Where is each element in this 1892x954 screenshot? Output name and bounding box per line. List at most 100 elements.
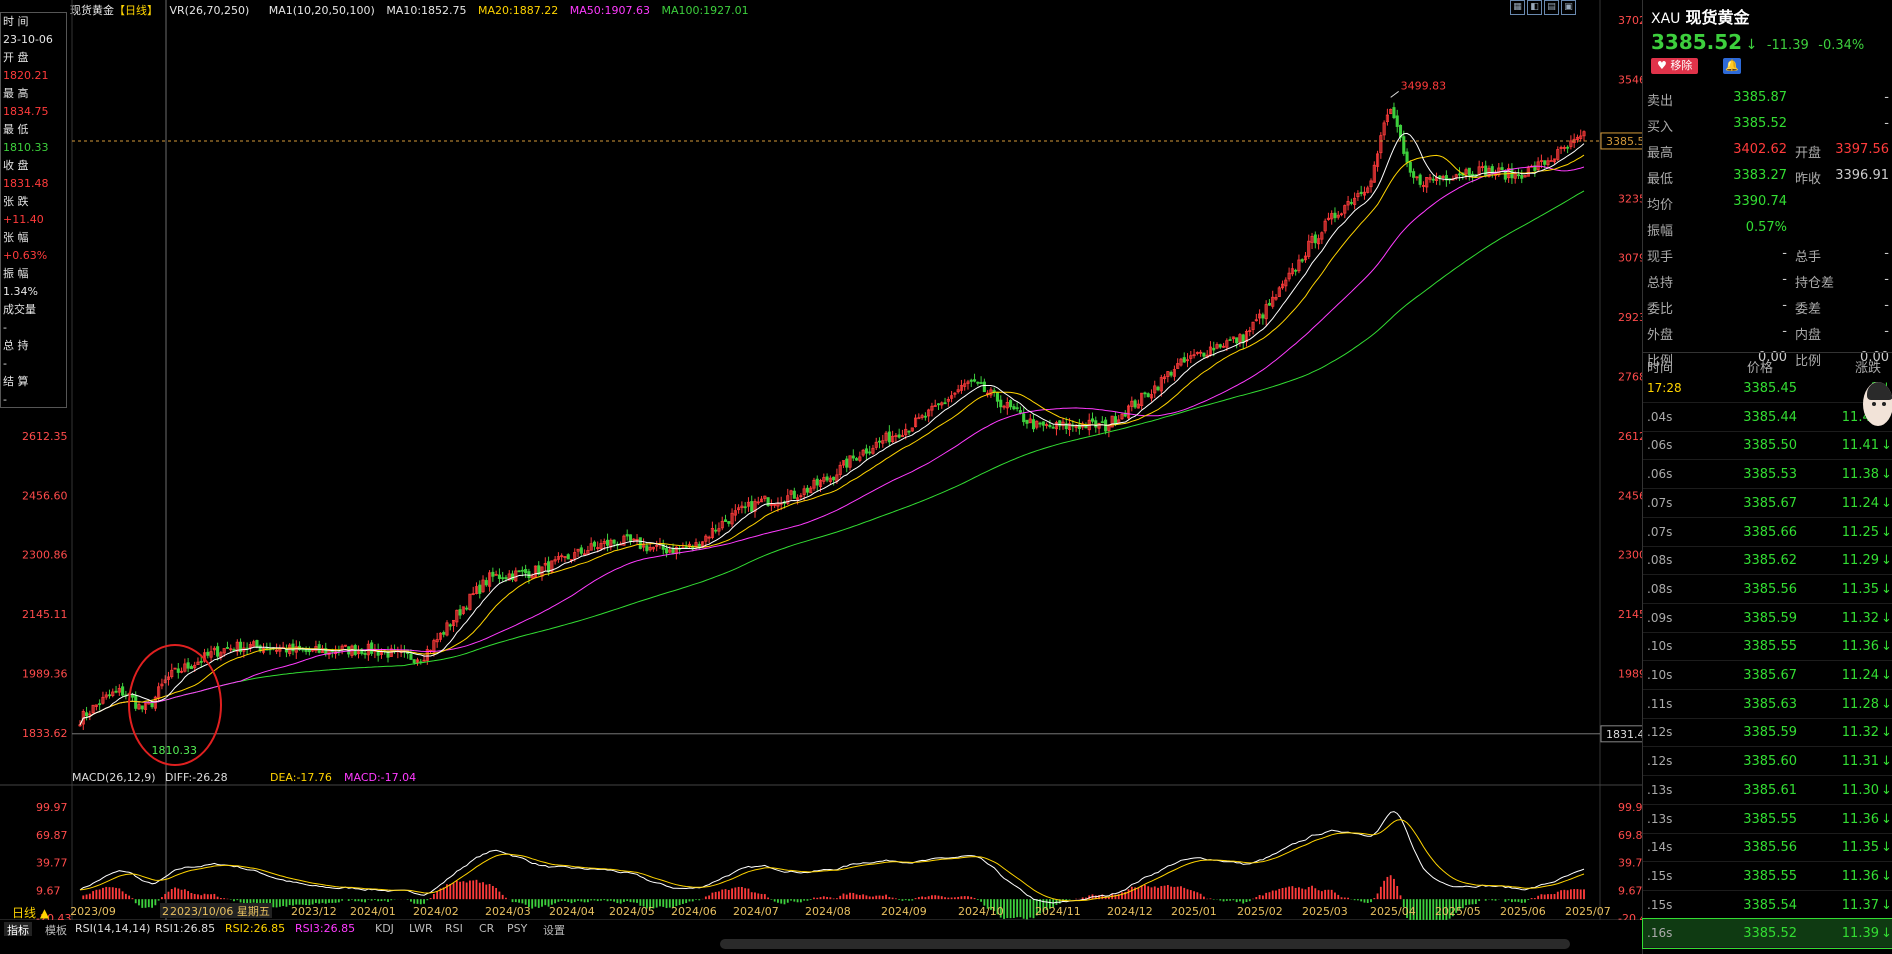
highlight-circle: [128, 644, 222, 766]
candle-body: [920, 415, 924, 418]
candle-body: [1287, 272, 1291, 280]
candle-body: [972, 379, 977, 382]
candle-body: [85, 712, 89, 717]
candle-body: [465, 607, 469, 610]
quote-row: 均价 3390.74: [1643, 190, 1892, 214]
candle-body: [717, 528, 721, 532]
candle-body: [1333, 212, 1337, 219]
candle-body: [1015, 407, 1019, 410]
tick-row[interactable]: .10s 3385.67 11.24 ↓: [1643, 661, 1892, 690]
xaxis-label: 2024/10: [958, 905, 1004, 918]
tick-row[interactable]: .10s 3385.55 11.36 ↓: [1643, 632, 1892, 662]
tick-price: 3385.66: [1743, 524, 1797, 540]
candle-body: [117, 688, 121, 693]
candle-body: [1012, 406, 1016, 410]
tick-row[interactable]: .13s 3385.61 11.30 ↓: [1643, 776, 1892, 805]
tick-row[interactable]: .08s 3385.62 11.29 ↓: [1643, 546, 1892, 576]
quote-value-2: -: [1884, 116, 1889, 131]
grid-icon[interactable]: ▦: [1510, 0, 1525, 15]
vr-indicator[interactable]: VR(26,70,250): [170, 4, 258, 17]
tab-kdj[interactable]: KDJ: [375, 922, 394, 935]
zoom-icon[interactable]: ◧: [1527, 0, 1542, 15]
candle-body: [651, 546, 655, 550]
candle-body: [1428, 177, 1432, 180]
info-row: 最 低: [3, 123, 29, 136]
quote-value-2: -: [1884, 324, 1889, 339]
quote-row: 总持 - 持仓差 -: [1643, 268, 1892, 292]
tick-row[interactable]: .12s 3385.59 11.32 ↓: [1643, 718, 1892, 748]
candle-body: [1195, 352, 1199, 354]
candle-body: [1395, 115, 1399, 127]
candle-body: [461, 606, 465, 614]
tab-indicator[interactable]: 指标: [4, 922, 32, 937]
candle-body: [1238, 334, 1242, 343]
tick-row[interactable]: .11s 3385.63 11.28 ↓: [1643, 690, 1892, 719]
candle-body: [927, 409, 931, 417]
tick-row[interactable]: .06s 3385.50 11.41 ↓: [1643, 431, 1892, 461]
tick-row[interactable]: .06s 3385.53 11.38 ↓: [1643, 460, 1892, 490]
tab-cr[interactable]: CR: [479, 922, 495, 935]
candle-body: [1566, 146, 1570, 149]
xaxis-label: 2024/07: [733, 905, 779, 918]
candle-body: [1212, 347, 1216, 351]
candle-body: [1372, 164, 1376, 183]
macd-axis-label: 99.97: [1618, 801, 1642, 814]
candle-body: [451, 619, 456, 626]
assistant-avatar[interactable]: [1863, 382, 1892, 426]
tab-template[interactable]: 模板: [45, 924, 67, 937]
xaxis-label: 2023/12: [291, 905, 337, 918]
expand-icon[interactable]: ▣: [1561, 0, 1576, 15]
tick-row[interactable]: .16s 3385.52 11.39 ↓: [1642, 918, 1892, 950]
tab-rsi[interactable]: RSI: [445, 922, 463, 935]
candle-body: [583, 553, 587, 556]
candle-body: [1218, 344, 1222, 348]
candle-body: [710, 527, 714, 538]
tab-lwr[interactable]: LWR: [409, 922, 433, 935]
candle-body: [438, 632, 442, 640]
kline-chart[interactable]: 3702.573546.823391.083235.333079.592923.…: [0, 0, 1642, 920]
candle-body: [1041, 421, 1045, 426]
candle-body: [760, 498, 764, 503]
remove-watchlist-button[interactable]: ♥ 移除: [1651, 58, 1699, 74]
candle-body: [1284, 279, 1288, 287]
candle-body: [1009, 400, 1013, 408]
candle-body: [576, 548, 580, 552]
tick-row[interactable]: .07s 3385.67 11.24 ↓: [1643, 489, 1892, 518]
candle-body: [737, 507, 741, 511]
tab-psy[interactable]: PSY: [507, 922, 528, 935]
candle-body: [356, 650, 361, 655]
candle-body: [107, 694, 112, 697]
candle-body: [845, 458, 849, 468]
quote-row: 外盘 - 内盘 -: [1643, 320, 1892, 344]
quote-label: 最高: [1647, 146, 1674, 161]
candle-body: [1317, 238, 1321, 245]
ma10-line: [79, 132, 1585, 726]
down-arrow-icon: ↓: [1881, 725, 1892, 741]
tick-row[interactable]: .15s 3385.54 11.37 ↓: [1643, 891, 1892, 920]
heart-icon: ♥: [1657, 59, 1667, 72]
info-row: 最 高: [3, 87, 29, 100]
tick-row[interactable]: .15s 3385.55 11.36 ↓: [1643, 862, 1892, 891]
tick-row[interactable]: .07s 3385.66 11.25 ↓: [1643, 518, 1892, 547]
tick-row[interactable]: .09s 3385.59 11.32 ↓: [1643, 604, 1892, 633]
xaxis-label: 2024/09: [881, 905, 927, 918]
layout-icon[interactable]: ▤: [1544, 0, 1559, 15]
candle-body: [1330, 213, 1334, 220]
candle-body: [1310, 235, 1314, 243]
chart-scrollbar[interactable]: [720, 939, 1570, 949]
tick-row[interactable]: .12s 3385.60 11.31 ↓: [1643, 747, 1892, 777]
ma-setting[interactable]: MA1(10,20,50,100): [268, 4, 375, 17]
candle-body: [550, 560, 554, 572]
tick-row[interactable]: .08s 3385.56 11.35 ↓: [1643, 575, 1892, 604]
period-label[interactable]: 【日线】: [114, 4, 158, 17]
candle-body: [1356, 193, 1360, 198]
price-axis-label: 2145.11: [1618, 608, 1642, 621]
tick-row[interactable]: .13s 3385.55 11.36 ↓: [1643, 805, 1892, 834]
candle-body: [88, 713, 92, 716]
tick-row[interactable]: .14s 3385.56 11.35 ↓: [1643, 833, 1892, 863]
bell-icon[interactable]: 🔔: [1723, 58, 1741, 74]
candle-body: [239, 641, 243, 653]
tab-settings[interactable]: 设置: [543, 924, 565, 937]
